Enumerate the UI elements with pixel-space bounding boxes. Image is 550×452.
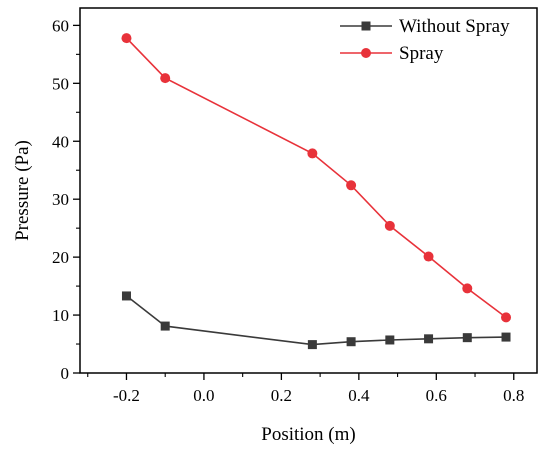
y-tick-label: 60 <box>52 16 69 35</box>
legend: Without Spray Spray <box>340 16 510 64</box>
data-point <box>385 335 395 345</box>
series-1 <box>121 33 512 323</box>
data-point <box>160 73 171 84</box>
data-point <box>384 220 395 231</box>
data-point <box>423 251 434 262</box>
data-point <box>501 332 511 342</box>
x-tick-label: 0.8 <box>503 386 524 405</box>
data-point <box>424 334 434 344</box>
legend-label: Spray <box>399 43 444 64</box>
y-tick-label: 10 <box>52 306 69 325</box>
data-point <box>501 312 512 323</box>
data-point <box>462 333 472 343</box>
y-tick-label: 20 <box>52 248 69 267</box>
axes-ticks: -0.2 0.0 0.2 0.4 0.6 0.8 0 10 20 30 40 50 60 <box>52 16 524 405</box>
y-axis-title: Pressure (Pa) <box>12 140 33 241</box>
legend-item: Spray <box>340 43 444 64</box>
y-tick-label: 40 <box>52 132 69 151</box>
x-tick-label: 0.4 <box>348 386 370 405</box>
y-tick-label: 50 <box>52 74 69 93</box>
legend-item: Without Spray <box>340 16 510 37</box>
x-axis-title: Position (m) <box>261 424 355 445</box>
y-tick-label: 0 <box>61 364 70 383</box>
data-point <box>346 337 356 347</box>
x-tick-label: -0.2 <box>113 386 140 405</box>
legend-marker <box>361 21 371 31</box>
series-line <box>125 37 507 319</box>
series-layer <box>121 33 512 350</box>
x-tick-label: 0.2 <box>271 386 292 405</box>
data-point <box>160 321 170 331</box>
data-point <box>346 180 357 191</box>
data-point <box>307 148 318 159</box>
data-point <box>121 291 131 301</box>
legend-label: Without Spray <box>399 16 510 37</box>
y-tick-label: 30 <box>52 190 69 209</box>
data-point <box>121 33 132 44</box>
legend-marker <box>361 48 371 58</box>
plot-frame <box>79 7 538 374</box>
series-line <box>126 295 507 346</box>
x-tick-label: 0.6 <box>426 386 447 405</box>
x-tick-label: 0.0 <box>193 386 214 405</box>
data-point <box>462 283 473 294</box>
series-0 <box>121 291 511 350</box>
data-point <box>307 340 317 350</box>
